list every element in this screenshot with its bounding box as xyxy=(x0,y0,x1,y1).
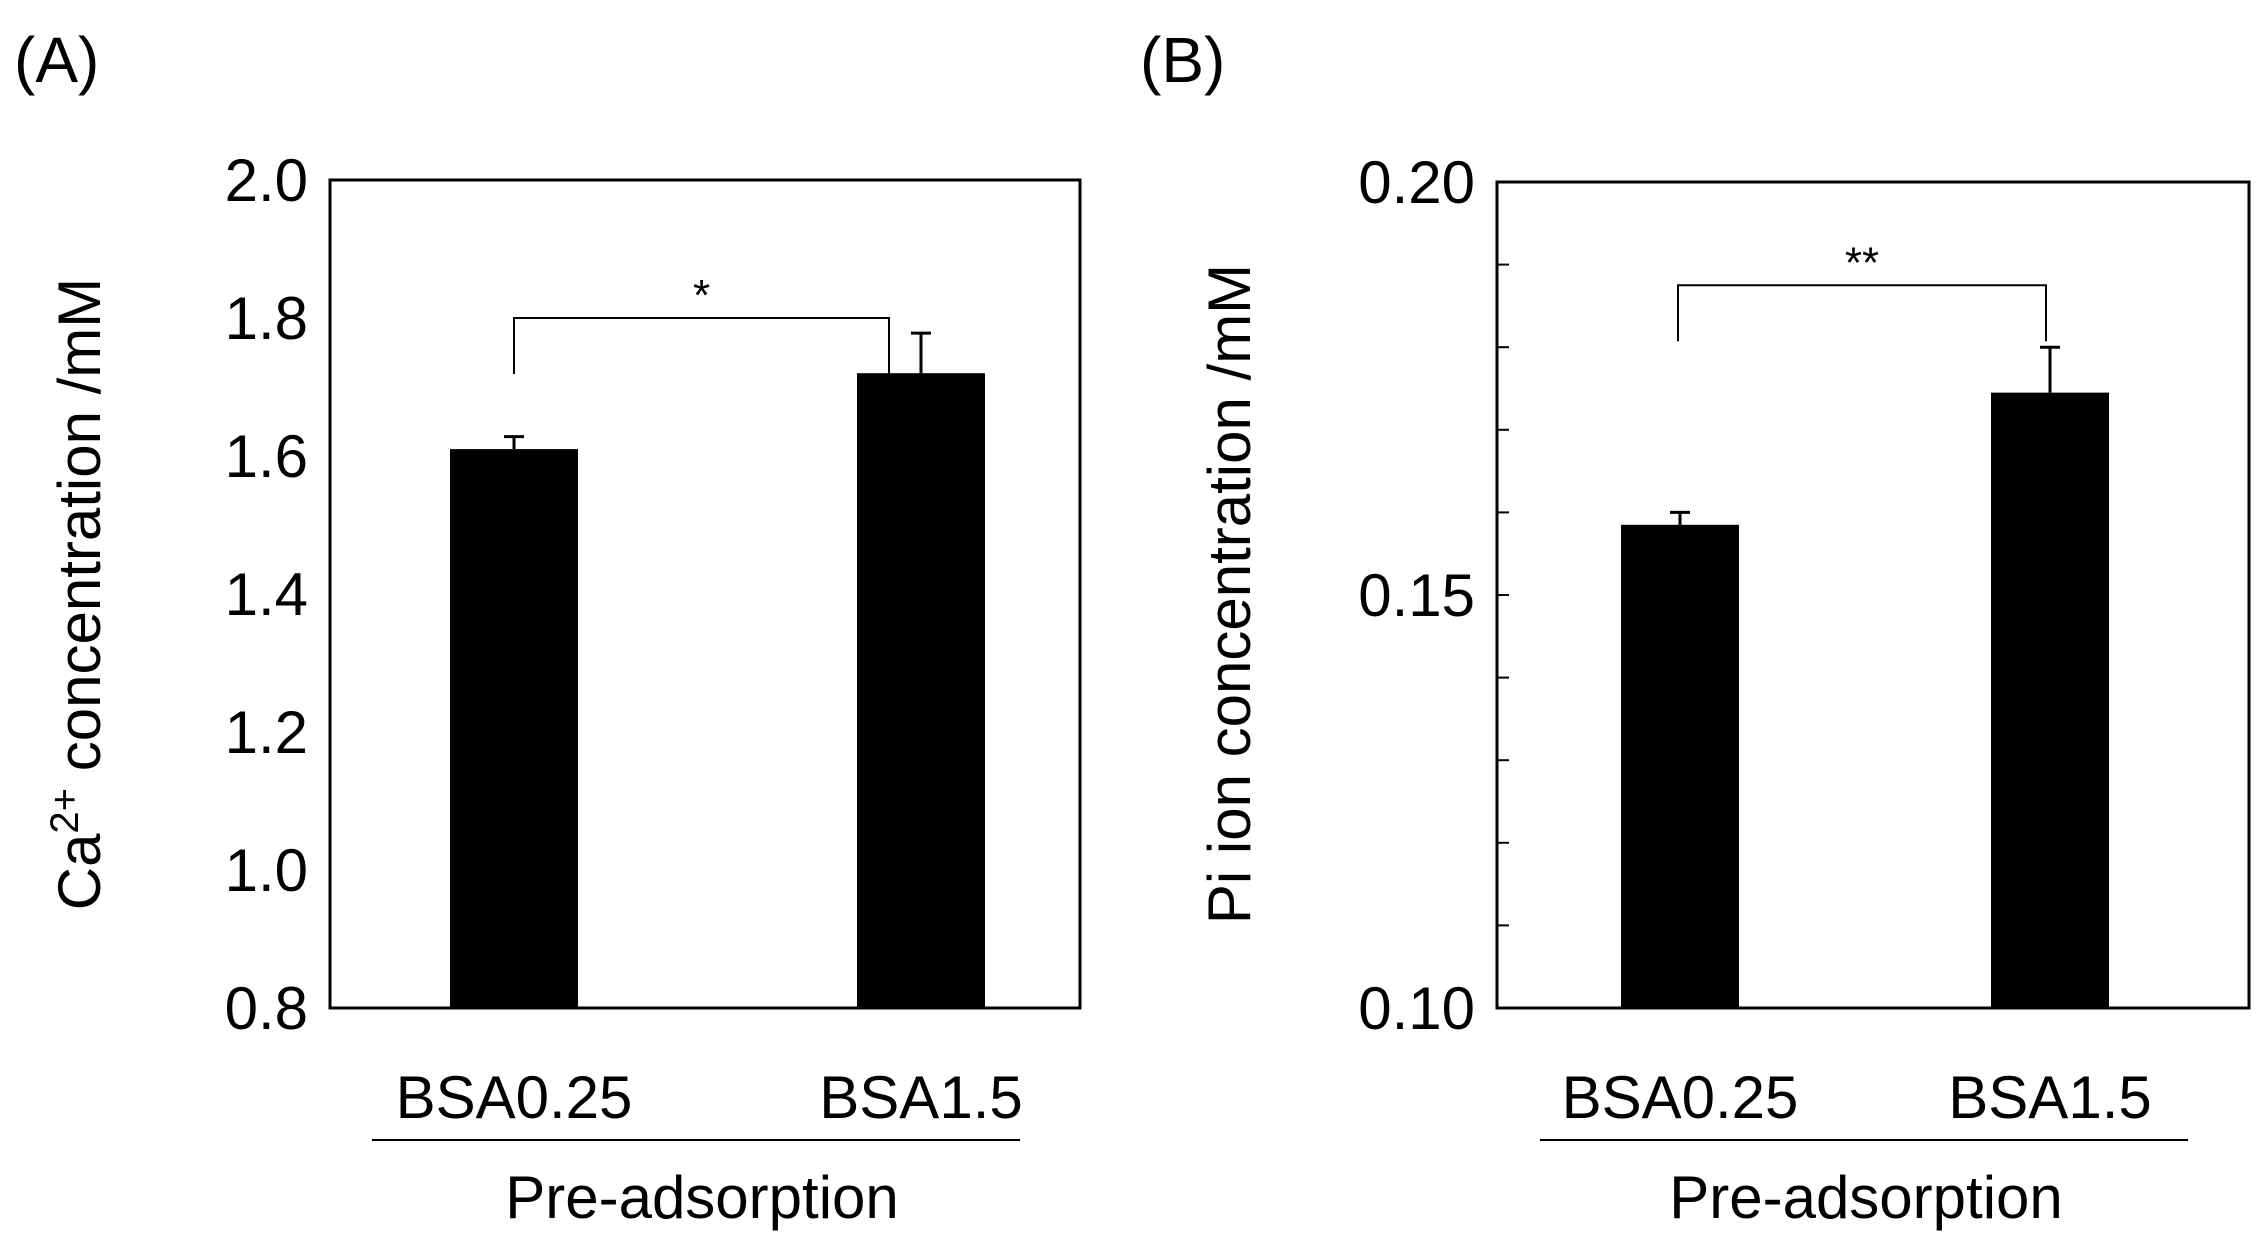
panel-a-label: (A) xyxy=(14,24,99,96)
panel-a-y-axis-title: Ca2+ concentration /mM xyxy=(43,278,113,911)
panel-b-plot-frame xyxy=(1495,180,2251,1010)
bar xyxy=(1991,392,2109,1008)
y-tick-label: 1.2 xyxy=(225,699,308,766)
y-tick-label: 1.8 xyxy=(225,285,308,352)
panel-a-bars: BSA0.25 BSA1.5 xyxy=(396,331,1023,1131)
panel-b: (B) 0.10 0.15 0.20 BSA0.25 BSA1.5 ** Pi ion… xyxy=(1140,24,2251,1231)
y-tick-label: 1.6 xyxy=(225,423,308,490)
significance-bracket xyxy=(513,317,890,374)
bar xyxy=(1621,524,1739,1008)
panel-b-y-axis: 0.10 0.15 0.20 xyxy=(1358,149,1509,1042)
panel-a: (A) 0.81.01.21.41.61.82.0 BSA0.25 BSA1.5 … xyxy=(14,24,1082,1231)
y-tick-label: 0.15 xyxy=(1358,562,1475,629)
bar xyxy=(857,373,985,1008)
significance-label: * xyxy=(693,271,710,320)
panel-a-y-axis-title-rest: concentration /mM xyxy=(46,278,113,788)
category-label: BSA1.5 xyxy=(819,1064,1022,1131)
panel-b-bars: BSA0.25 BSA1.5 xyxy=(1562,345,2152,1131)
panel-a-significance: * xyxy=(513,271,890,374)
category-label: BSA0.25 xyxy=(1562,1064,1799,1131)
y-tick-label: 0.10 xyxy=(1358,975,1475,1042)
panel-a-group-label: Pre-adsorption xyxy=(505,1164,899,1231)
y-tick-label: 0.20 xyxy=(1358,149,1475,216)
bar xyxy=(450,449,578,1009)
panel-a-y-axis-title-superscript: 2+ xyxy=(43,788,87,834)
significance-bracket xyxy=(1677,284,2047,342)
panel-a-y-axis: 0.8 1.0 1.2 1.4 1.6 1.8 2.0 xyxy=(225,147,308,1042)
panel-b-group-label: Pre-adsorption xyxy=(1669,1164,2063,1231)
panel-b-significance: ** xyxy=(1677,238,2047,342)
y-tick-label: 1.4 xyxy=(225,561,308,628)
panel-b-label: (B) xyxy=(1140,24,1225,96)
y-tick-label: 1.0 xyxy=(225,837,308,904)
category-label: BSA0.25 xyxy=(396,1064,633,1131)
category-label: BSA1.5 xyxy=(1948,1064,2151,1131)
significance-label: ** xyxy=(1845,238,1879,287)
panel-a-y-axis-title-main: Ca xyxy=(46,833,113,910)
panel-b-y-axis-title: Pi ion concentration /mM xyxy=(1196,264,1263,924)
panel-a-plot-frame xyxy=(328,178,1082,1010)
y-tick-label: 0.8 xyxy=(225,975,308,1042)
y-tick-label: 2.0 xyxy=(225,147,308,214)
